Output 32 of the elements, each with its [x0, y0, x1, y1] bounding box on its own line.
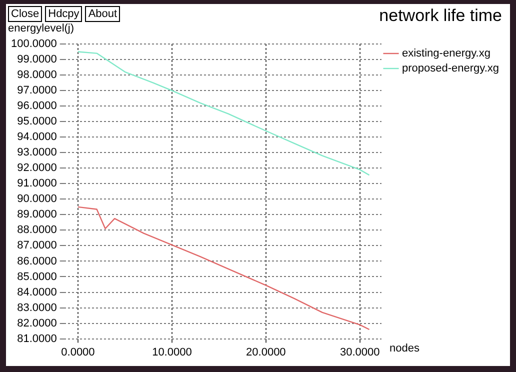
y-tick-label: 97.0000 — [17, 84, 57, 97]
y-tick-label: 94.0000 — [17, 131, 57, 144]
y-tick-label: 93.0000 — [17, 146, 57, 159]
y-tick-label: 90.0000 — [17, 193, 57, 206]
x-tick-label: 10.0000 — [152, 346, 192, 358]
button: Hdcpy — [45, 6, 82, 22]
x-tick-label: 20.0000 — [246, 346, 286, 358]
y-tick-label: 82.0000 — [17, 317, 57, 330]
y-tick-label: 98.0000 — [17, 69, 57, 82]
x-tick-label: 0.0000 — [61, 346, 95, 358]
y-tick-label: 83.0000 — [17, 302, 57, 314]
y-tick-label: 89.0000 — [17, 208, 57, 221]
legend-label: proposed-energy.xg — [402, 62, 500, 75]
y-tick-label: 87.0000 — [17, 240, 57, 252]
y-tick-label: 96.0000 — [17, 100, 57, 112]
y-tick-label: 81.0000 — [17, 332, 57, 345]
x-tick-label: 30.0000 — [340, 346, 380, 358]
legend-label: existing-energy.xg — [402, 48, 490, 60]
text: network life time — [379, 6, 502, 26]
button: Close — [8, 6, 42, 22]
y-tick-label: 88.0000 — [17, 224, 57, 236]
y-tick-label: 86.0000 — [17, 255, 57, 268]
y-tick-label: 91.0000 — [17, 178, 57, 190]
button: About — [85, 6, 120, 22]
y-tick-label: 100.0000 — [10, 38, 57, 50]
y-tick-label: 84.0000 — [17, 286, 57, 298]
x-axis-title: nodes — [390, 342, 420, 354]
y-axis-title: energylevel(j) — [8, 22, 74, 35]
y-tick-label: 95.0000 — [17, 116, 57, 128]
y-tick-label: 92.0000 — [17, 162, 57, 174]
y-tick-label: 99.0000 — [17, 54, 57, 66]
y-tick-label: 85.0000 — [17, 270, 57, 283]
